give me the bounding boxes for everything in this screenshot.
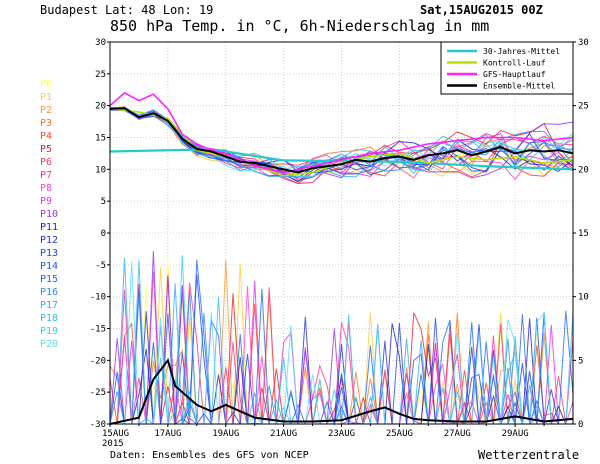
member-label: P17 xyxy=(40,300,59,311)
y-left-tick-label: -25 xyxy=(90,388,106,398)
x-tick-label: 15AUG 2015 xyxy=(102,429,129,449)
y-right-tick-label: 20 xyxy=(578,165,589,175)
y-left-tick-label: -15 xyxy=(90,325,106,335)
x-tick-label: 27AUG xyxy=(444,429,471,439)
member-label: P7 xyxy=(40,170,53,181)
x-tick-label: 17AUG xyxy=(154,429,181,439)
member-label: P20 xyxy=(40,339,59,350)
chart-axes: 302520151050-5-10-15-20-25-3035302520151… xyxy=(90,38,589,449)
y-left-tick-label: 25 xyxy=(95,70,106,80)
x-tick-label: 29AUG xyxy=(502,429,529,439)
gfs-main-line xyxy=(109,91,574,174)
chart-title: 850 hPa Temp. in °C, 6h-Niederschlag in … xyxy=(110,17,490,35)
y-left-tick-label: -20 xyxy=(90,356,106,366)
member-label: P18 xyxy=(40,313,59,324)
member-label: P13 xyxy=(40,248,59,259)
member-label: P4 xyxy=(40,131,53,142)
member-label: P2 xyxy=(40,105,53,116)
x-tick-label: 19AUG xyxy=(212,429,239,439)
y-left-tick-label: 5 xyxy=(101,197,106,207)
y-left-tick-label: -5 xyxy=(95,261,106,271)
data-source-label: Daten: Ensembles des GFS von NCEP xyxy=(110,450,309,461)
member-label: P8 xyxy=(40,183,53,194)
member-temp-line xyxy=(109,107,574,174)
ensemble-mean-precip-line xyxy=(109,358,574,425)
y-right-tick-label: 15 xyxy=(578,229,589,239)
y-left-tick-label: 20 xyxy=(95,102,106,112)
member-label: P3 xyxy=(40,118,53,129)
legend-label: GFS-Hauptlauf xyxy=(483,70,546,79)
y-right-tick-label: 5 xyxy=(578,356,583,366)
ensemble-mean-temp-line xyxy=(109,107,574,174)
y-right-tick-label: 0 xyxy=(578,420,583,430)
y-left-tick-label: -10 xyxy=(90,293,106,303)
x-tick-label: 23AUG xyxy=(328,429,355,439)
brand-label: Wetterzentrale xyxy=(478,448,580,462)
control-run-line xyxy=(109,108,574,177)
member-precip-line xyxy=(109,251,573,425)
y-left-tick-label: 30 xyxy=(95,38,106,48)
y-left-tick-label: 0 xyxy=(101,229,106,239)
y-right-tick-label: 25 xyxy=(578,102,589,112)
member-temp-line xyxy=(109,107,574,178)
member-label: P19 xyxy=(40,326,59,337)
member-label: P14 xyxy=(40,261,59,272)
legend-label: 30-Jahres-Mittel xyxy=(483,47,560,56)
x-tick-label: 25AUG xyxy=(386,429,413,439)
member-label: P6 xyxy=(40,157,53,168)
legend-label: Ensemble-Mittel xyxy=(483,82,555,91)
member-temp-line xyxy=(109,107,574,178)
y-right-tick-label: 10 xyxy=(578,293,589,303)
chart-series xyxy=(109,91,574,425)
member-label: P0 xyxy=(40,79,53,90)
legend-label: Kontroll-Lauf xyxy=(483,59,546,68)
member-label: P11 xyxy=(40,222,59,233)
y-right-tick-label: 30 xyxy=(578,38,589,48)
member-label: P5 xyxy=(40,144,53,155)
member-label: P12 xyxy=(40,235,59,246)
member-label: P16 xyxy=(40,287,59,298)
location-label: Budapest Lat: 48 Lon: 19 xyxy=(40,3,214,17)
x-tick-label: 21AUG xyxy=(270,429,297,439)
y-left-tick-label: -30 xyxy=(90,420,106,430)
member-label: P15 xyxy=(40,274,59,285)
y-left-tick-label: 15 xyxy=(95,134,106,144)
member-label: P9 xyxy=(40,196,53,207)
run-date-label: Sat,15AUG2015 00Z xyxy=(420,3,543,17)
member-label: P1 xyxy=(40,92,53,103)
member-label: P10 xyxy=(40,209,59,220)
chart-legend: 30-Jahres-Mittel Kontroll-Lauf GFS-Hauptla… xyxy=(440,41,574,95)
y-left-tick-label: 10 xyxy=(95,165,106,175)
ensemble-member-list: P0 P1 P2 P3 P4 P5 P6 P7 P8 P9 P10 P11 P12 P13 P14 P15 P1… xyxy=(40,78,58,351)
